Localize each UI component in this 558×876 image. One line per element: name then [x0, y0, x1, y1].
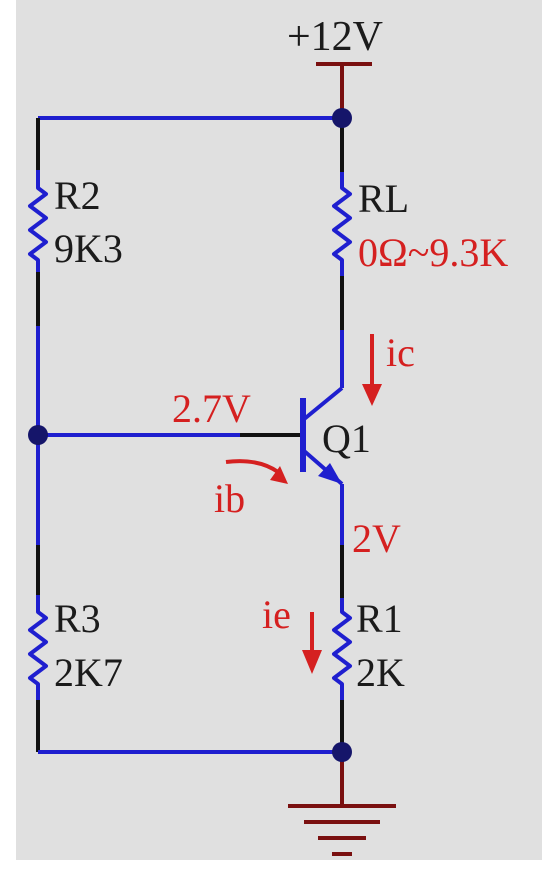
r2-value-label: 9K3	[54, 226, 123, 271]
base-voltage-label: 2.7V	[172, 386, 251, 431]
ic-label: ic	[386, 330, 415, 375]
junction-bottom-right	[332, 742, 352, 762]
rl-name-label: RL	[358, 176, 409, 221]
transistor-name-label: Q1	[322, 416, 371, 461]
junction-top-right	[332, 108, 352, 128]
emitter-voltage-label: 2V	[352, 516, 401, 561]
r2-name-label: R2	[54, 173, 101, 218]
r3-value-label: 2K7	[54, 650, 123, 695]
power-label: +12V	[287, 14, 383, 60]
diagram-panel	[16, 0, 542, 860]
junction-base-node	[28, 425, 48, 445]
rl-value-label: 0Ω~9.3K	[358, 230, 508, 275]
ib-label: ib	[214, 476, 245, 521]
r1-value-label: 2K	[356, 650, 405, 695]
r3-name-label: R3	[54, 596, 101, 641]
r1-name-label: R1	[356, 596, 403, 641]
ie-label: ie	[262, 592, 291, 637]
